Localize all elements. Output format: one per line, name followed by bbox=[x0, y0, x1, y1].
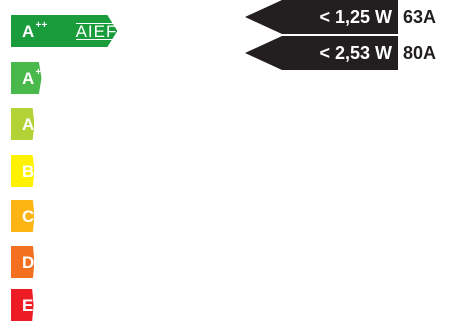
class-bar-a-plus-arrow bbox=[11, 62, 42, 94]
class-label-d: D bbox=[11, 254, 34, 271]
class-letter-d: D bbox=[22, 252, 35, 272]
class-letter-a-plus-plus: A bbox=[22, 21, 35, 41]
class-sup-a-plus-plus: ++ bbox=[35, 19, 48, 31]
class-bar-a: A bbox=[11, 108, 35, 140]
rating-amp-2: 80A bbox=[403, 42, 437, 63]
rating-tag-1-arrow bbox=[245, 0, 398, 34]
class-label-c: C bbox=[11, 208, 34, 225]
class-label-a-plus-plus: A++ bbox=[11, 19, 48, 41]
rating-tag-2-shape bbox=[245, 36, 398, 70]
aief-logo: AIEF bbox=[75, 21, 118, 41]
class-bar-c-shape bbox=[11, 200, 35, 232]
class-bar-e: E bbox=[11, 289, 34, 321]
rating-tag-1-shape bbox=[245, 0, 398, 34]
rating-row-2: < 2,53 W 80A bbox=[245, 36, 436, 70]
class-bar-d: D bbox=[11, 246, 35, 278]
rating-value-1: < 1,25 W bbox=[319, 6, 392, 27]
class-bar-b-arrow bbox=[11, 155, 35, 187]
class-label-e: E bbox=[11, 297, 34, 314]
class-label-a-plus: A+ bbox=[11, 66, 42, 88]
class-letter-b: B bbox=[22, 161, 35, 181]
rating-tag-1: < 1,25 W bbox=[245, 0, 398, 34]
class-bar-e-arrow bbox=[11, 289, 34, 321]
aief-logo-text: AIEF bbox=[75, 21, 118, 41]
rating-tag-2-arrow bbox=[245, 36, 398, 70]
class-bar-a-arrow bbox=[11, 108, 35, 140]
class-letter-c: C bbox=[22, 206, 35, 226]
class-letter-e: E bbox=[22, 295, 34, 315]
class-bar-d-shape bbox=[11, 246, 35, 278]
class-bar-a-plus-shape bbox=[11, 62, 42, 94]
class-bar-a-shape bbox=[11, 108, 35, 140]
class-letter-a: A bbox=[22, 114, 35, 134]
class-bar-d-arrow bbox=[11, 246, 35, 278]
rating-tag-2: < 2,53 W bbox=[245, 36, 398, 70]
rating-value-2: < 2,53 W bbox=[319, 42, 392, 63]
class-bar-c-arrow bbox=[11, 200, 35, 232]
class-bar-e-shape bbox=[11, 289, 34, 321]
class-bar-a-plus: A+ bbox=[11, 62, 42, 94]
class-bar-a-plus-plus: A++ AIEF bbox=[11, 15, 118, 47]
class-letter-a-plus: A bbox=[22, 68, 35, 88]
class-bar-c: C bbox=[11, 200, 35, 232]
class-bar-b: B bbox=[11, 155, 35, 187]
class-bar-b-shape bbox=[11, 155, 35, 187]
class-sup-a-plus: + bbox=[35, 66, 42, 78]
rating-amp-1: 63A bbox=[403, 6, 437, 27]
class-label-a: A bbox=[11, 116, 34, 133]
rating-row-1: < 1,25 W 63A bbox=[245, 0, 436, 34]
class-label-b: B bbox=[11, 163, 34, 180]
